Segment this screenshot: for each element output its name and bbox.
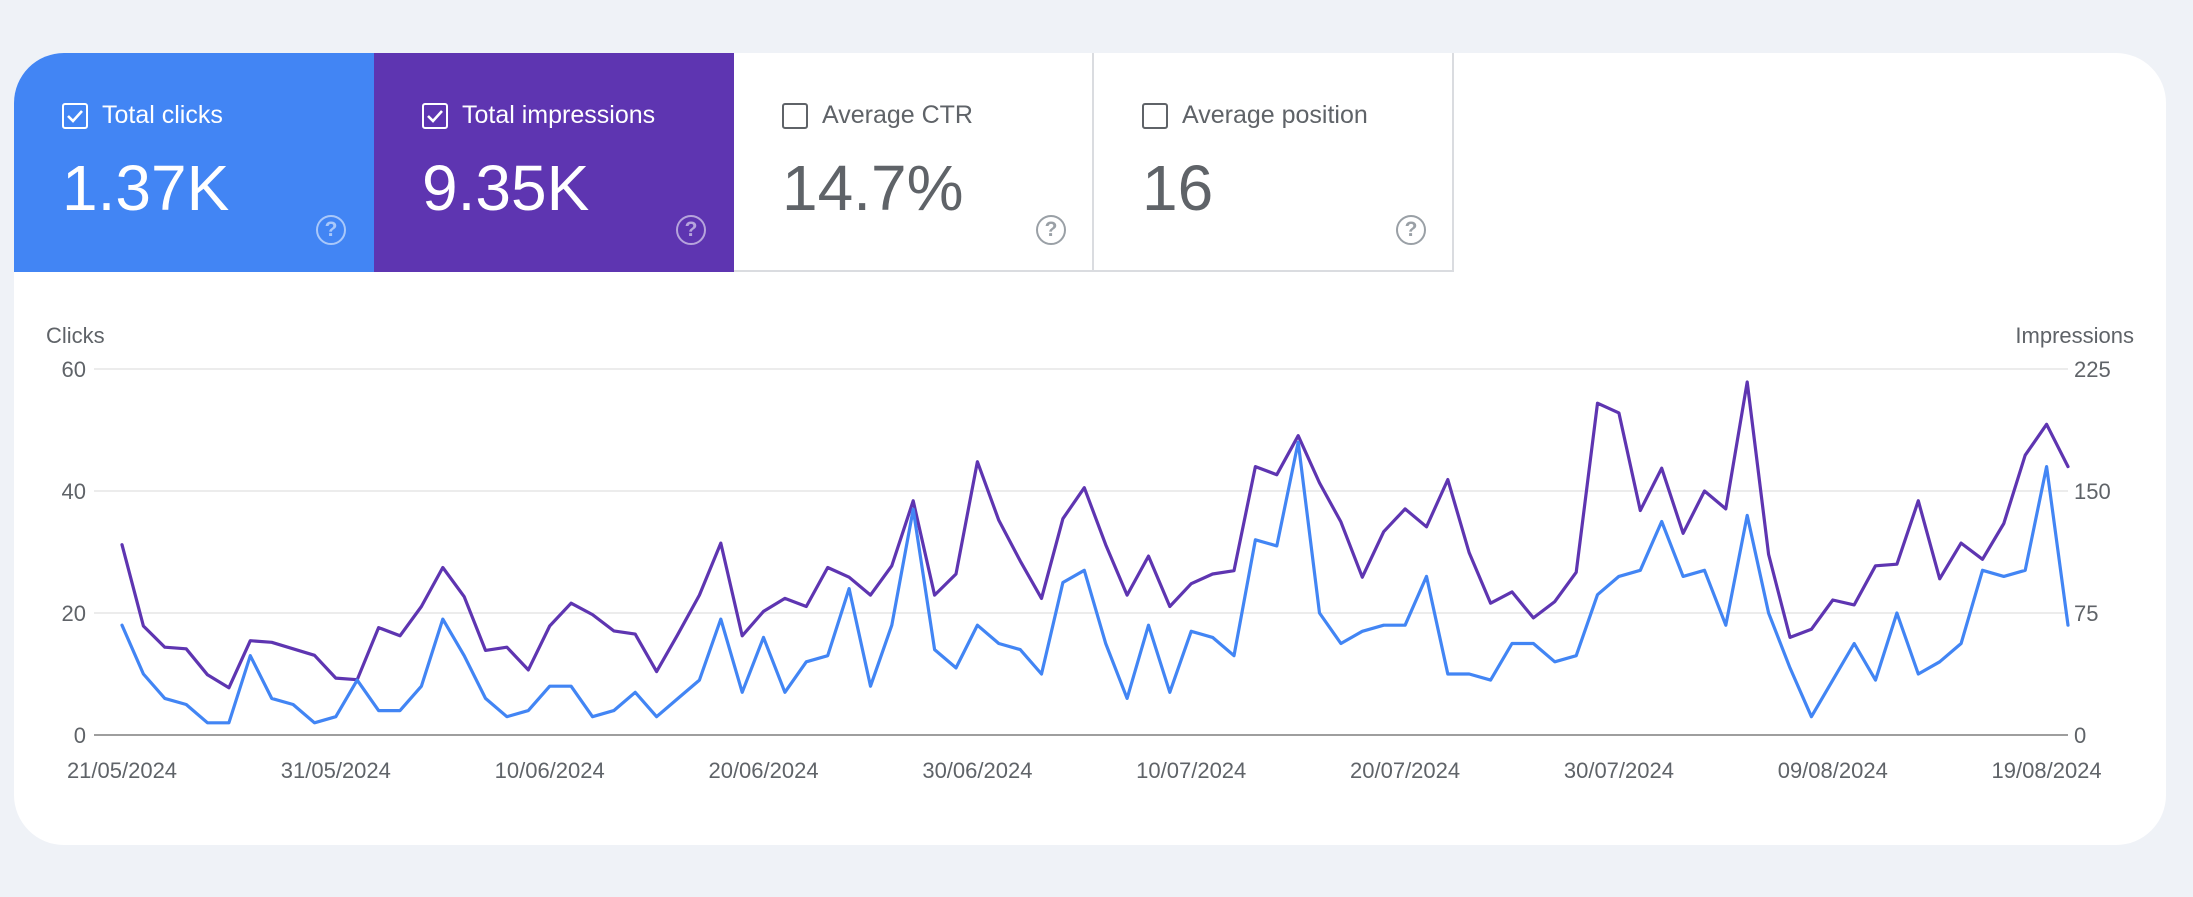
y-tick-left: 0 xyxy=(74,723,86,748)
y-axis-left-label: Clicks xyxy=(46,323,105,348)
y-tick-left: 20 xyxy=(62,601,86,626)
y-tick-left: 60 xyxy=(62,357,86,382)
metric-average-position[interactable]: Average position 16 ? xyxy=(1094,53,1454,272)
series-line-impressions xyxy=(120,380,2070,690)
y-tick-right: 0 xyxy=(2074,723,2086,748)
metric-tabs: Total clicks 1.37K ? Total impressions 9… xyxy=(14,53,1454,272)
metric-label: Total impressions xyxy=(462,101,656,129)
x-tick-label: 10/06/2024 xyxy=(495,758,605,783)
x-tick-label: 20/07/2024 xyxy=(1350,758,1460,783)
performance-line-chart: Clicks Impressions 0 20 40 60 0 75 150 225 21/0… xyxy=(46,323,2134,783)
series-line-clicks xyxy=(120,440,2070,725)
metric-total-impressions[interactable]: Total impressions 9.35K ? xyxy=(374,53,734,272)
x-tick-label: 31/05/2024 xyxy=(281,758,391,783)
checkbox-icon[interactable] xyxy=(422,103,448,129)
y-tick-right: 225 xyxy=(2074,357,2111,382)
checkbox-icon[interactable] xyxy=(62,103,88,129)
series-lines xyxy=(120,380,2070,725)
help-icon[interactable]: ? xyxy=(1396,215,1426,245)
x-tick-label: 30/07/2024 xyxy=(1564,758,1674,783)
performance-card: Total clicks 1.37K ? Total impressions 9… xyxy=(14,53,2166,845)
metric-average-ctr[interactable]: Average CTR 14.7% ? xyxy=(734,53,1094,272)
checkbox-icon[interactable] xyxy=(1142,103,1168,129)
metric-total-clicks[interactable]: Total clicks 1.37K ? xyxy=(14,53,374,272)
x-tick-label: 09/08/2024 xyxy=(1778,758,1888,783)
metric-value: 9.35K xyxy=(422,152,590,224)
y-tick-right: 75 xyxy=(2074,601,2098,626)
x-tick-labels: 21/05/2024 31/05/2024 10/06/2024 20/06/2024… xyxy=(67,758,2102,783)
y-tick-left: 40 xyxy=(62,479,86,504)
help-icon[interactable]: ? xyxy=(676,215,706,245)
checkbox-icon[interactable] xyxy=(782,103,808,129)
x-tick-label: 19/08/2024 xyxy=(1992,758,2102,783)
metric-label: Average CTR xyxy=(822,101,973,129)
y-tick-right: 150 xyxy=(2074,479,2111,504)
metric-value: 14.7% xyxy=(782,152,964,224)
y-tick-labels: 0 20 40 60 0 75 150 225 xyxy=(62,357,2111,748)
x-tick-label: 20/06/2024 xyxy=(708,758,818,783)
grid-lines xyxy=(94,368,2068,736)
y-axis-right-label: Impressions xyxy=(2015,323,2134,348)
x-tick-label: 10/07/2024 xyxy=(1136,758,1246,783)
metric-label: Total clicks xyxy=(102,101,223,129)
metric-value: 1.37K xyxy=(62,152,230,224)
x-tick-label: 30/06/2024 xyxy=(922,758,1032,783)
metric-label: Average position xyxy=(1182,101,1368,129)
x-tick-label: 21/05/2024 xyxy=(67,758,177,783)
metric-value: 16 xyxy=(1142,152,1214,224)
help-icon[interactable]: ? xyxy=(316,215,346,245)
help-icon[interactable]: ? xyxy=(1036,215,1066,245)
